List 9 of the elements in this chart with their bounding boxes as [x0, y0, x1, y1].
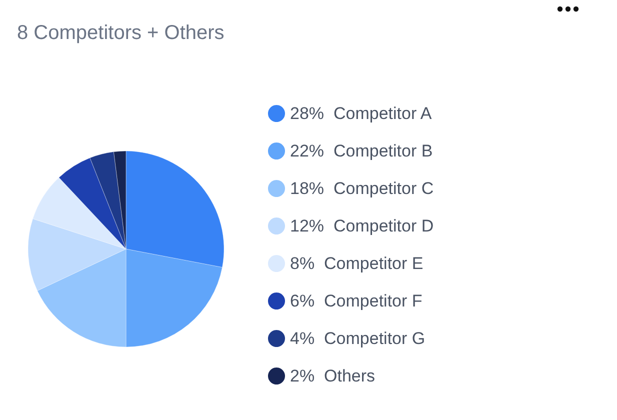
- legend-label: 6% Competitor F: [290, 292, 422, 310]
- legend-label: 4% Competitor G: [290, 329, 426, 348]
- legend-label: 28% Competitor A: [290, 104, 432, 123]
- legend-label: 12% Competitor D: [290, 216, 434, 236]
- chart-title: 8 Competitors + Others: [17, 22, 224, 44]
- legend-label: 2% Others: [290, 366, 376, 386]
- legend-label: 18% Competitor C: [290, 179, 434, 198]
- legend-label: 8% Competitor E: [290, 254, 424, 273]
- legend-label: 22% Competitor B: [290, 142, 433, 160]
